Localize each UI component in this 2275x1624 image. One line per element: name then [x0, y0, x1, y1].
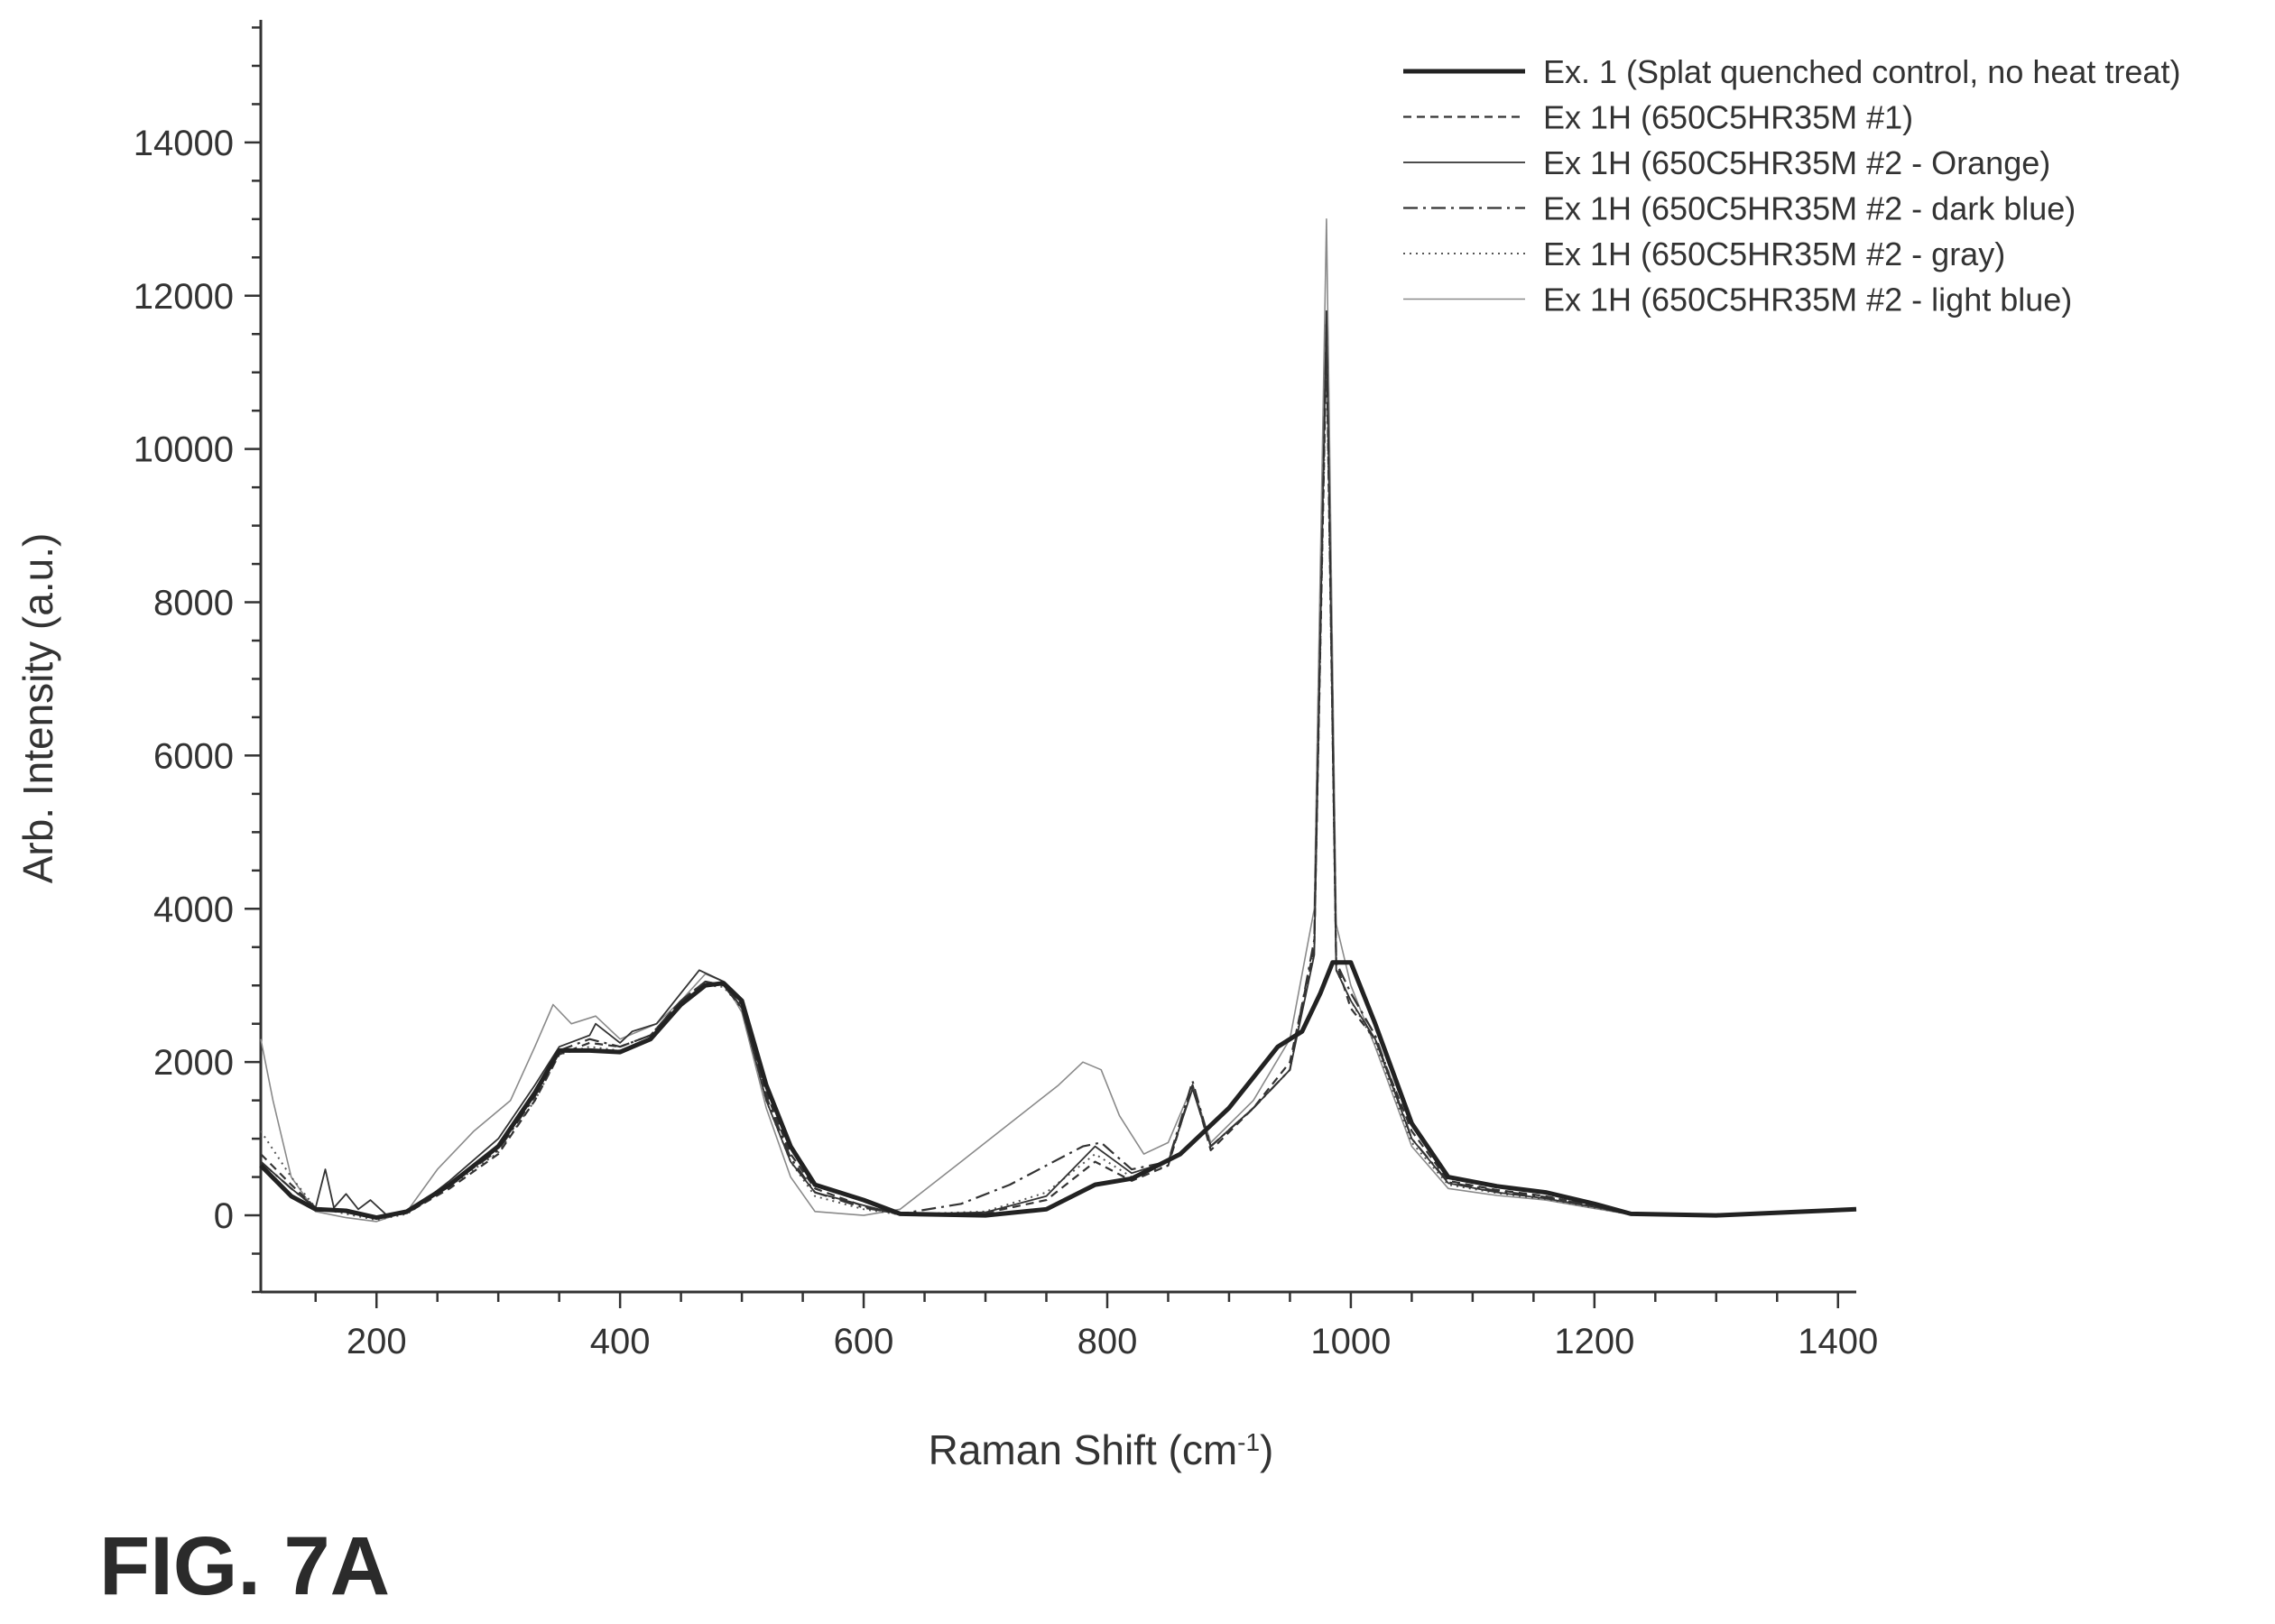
series-line-6	[260, 218, 1857, 1223]
series-line-2	[260, 340, 1857, 1220]
y-tick-label: 0	[214, 1196, 234, 1236]
x-tick-label: 800	[1077, 1322, 1138, 1361]
y-tick-label: 4000	[153, 890, 234, 929]
y-tick-label: 6000	[153, 736, 234, 776]
x-tick-label: 200	[347, 1322, 407, 1361]
legend-label-3: Ex 1H (650C5HR35M #2 - Orange)	[1543, 144, 2050, 181]
x-axis-title-main: Raman Shift (cm	[929, 1426, 1238, 1473]
y-axis-title: Arb. Intensity (a.u.)	[14, 533, 61, 884]
legend-label-2: Ex 1H (650C5HR35M #1)	[1543, 99, 1913, 136]
axes: 0 2000 4000 6000 8000 10000 12000 14000 200 400 60…	[134, 20, 1878, 1361]
x-tick-label: 1400	[1798, 1322, 1878, 1361]
series-line-4	[260, 321, 1857, 1220]
series-line-1	[259, 960, 1857, 1221]
legend-label-5: Ex 1H (650C5HR35M #2 - gray)	[1543, 235, 2005, 272]
x-axis-title: Raman Shift (cm-1)	[929, 1426, 1274, 1473]
x-tick-label: 1200	[1554, 1322, 1634, 1361]
y-tick-label: 14000	[134, 124, 234, 163]
x-tick-label: 1000	[1310, 1322, 1391, 1361]
x-tick-label: 600	[834, 1322, 894, 1361]
legend-label-1: Ex. 1 (Splat quenched control, no heat t…	[1543, 53, 2180, 90]
y-tick-label: 2000	[153, 1043, 234, 1083]
legend: Ex. 1 (Splat quenched control, no heat t…	[1403, 53, 2180, 318]
x-tick-label: 400	[590, 1322, 651, 1361]
legend-label-4: Ex 1H (650C5HR35M #2 - dark blue)	[1543, 190, 2076, 227]
y-tick-label: 12000	[134, 277, 234, 317]
series-line-5	[260, 348, 1857, 1222]
series-layer	[259, 218, 1857, 1223]
y-tick-label: 10000	[134, 430, 234, 470]
x-axis-title-suffix: )	[1260, 1426, 1273, 1473]
figure-label: FIG. 7A	[99, 1520, 391, 1612]
x-axis-title-superscript: -1	[1237, 1428, 1260, 1456]
series-line-3	[260, 309, 1857, 1218]
legend-label-6: Ex 1H (650C5HR35M #2 - light blue)	[1543, 281, 2072, 318]
y-tick-label: 8000	[153, 584, 234, 623]
